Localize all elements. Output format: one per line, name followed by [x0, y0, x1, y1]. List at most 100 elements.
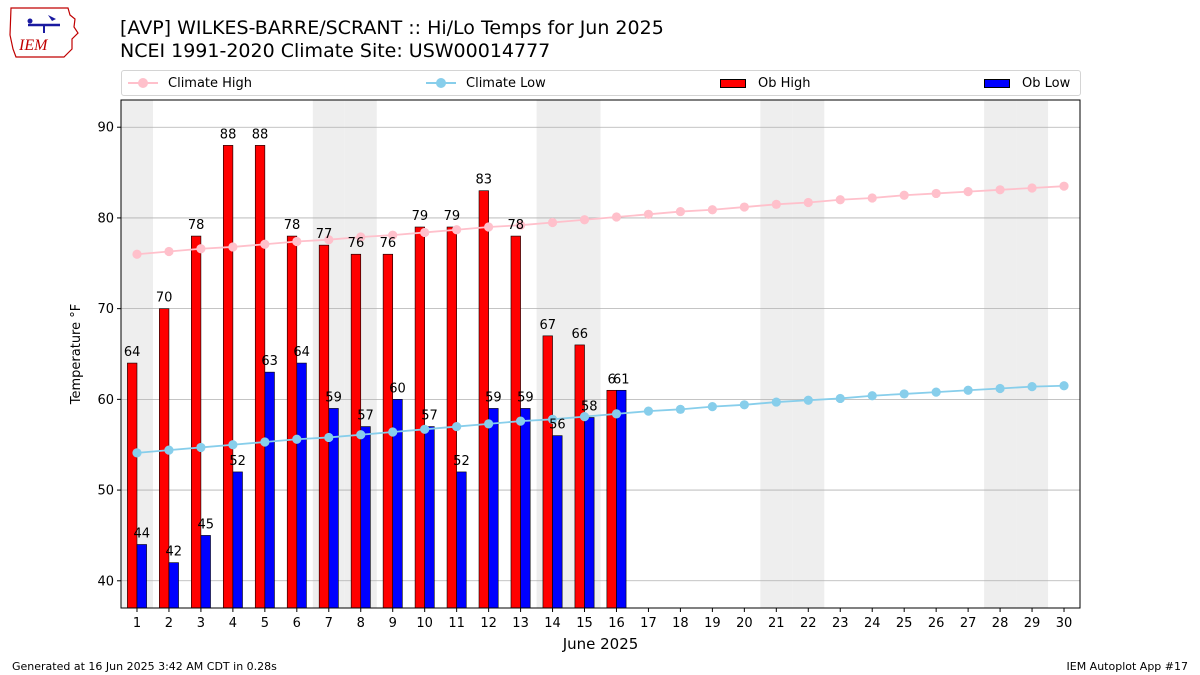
ob-high-label-2: 70 [156, 291, 173, 306]
legend-label-ob-low: Ob Low [1022, 75, 1071, 91]
climate-low-point-28 [995, 383, 1005, 394]
x-tick-label-7: 7 [325, 616, 333, 631]
x-tick-label-21: 21 [768, 616, 785, 631]
legend-item-climate-low: Climate Low [426, 71, 546, 95]
legend-patch-ob-low [984, 78, 1010, 88]
ob-high-label-3: 78 [188, 218, 205, 233]
climate-high-point-23 [835, 195, 845, 205]
climate-high-point-21 [771, 199, 781, 209]
climate-low-point-21 [771, 397, 781, 407]
climate-high-point-3 [196, 244, 206, 254]
weekend-band-29 [1016, 100, 1049, 608]
climate-high-point-29 [1027, 183, 1037, 193]
x-tick-label-25: 25 [896, 616, 913, 631]
climate-high-point-19 [707, 205, 717, 215]
climate-low-point-25 [899, 389, 909, 399]
weekend-band-28 [984, 100, 1017, 608]
legend-line-climate-low [426, 78, 456, 88]
climate-low-point-16 [611, 409, 622, 419]
x-tick-label-17: 17 [640, 616, 657, 631]
climate-low-point-13 [515, 416, 526, 426]
x-tick-label-19: 19 [704, 616, 721, 631]
x-tick-label-15: 15 [576, 616, 593, 631]
x-axis-label: June 2025 [562, 635, 639, 653]
climate-low-point-6 [292, 434, 302, 444]
ob-low-bar-11 [456, 471, 467, 609]
ob-low-label-8: 57 [357, 409, 374, 424]
legend-item-climate-high: Climate High [128, 71, 252, 95]
ob-high-label-4: 88 [220, 127, 237, 142]
climate-high-point-20 [739, 202, 749, 212]
bars [127, 145, 627, 609]
legend-item-ob-high: Ob High [720, 71, 811, 95]
sensor-shape [27, 18, 33, 24]
cup-shape [48, 15, 56, 21]
climate-low-point-10 [420, 424, 430, 434]
climate-low-point-9 [388, 427, 398, 437]
x-tick-label-11: 11 [448, 616, 465, 631]
x-tick-label-5: 5 [261, 616, 269, 631]
ob-high-bar-11 [446, 226, 457, 609]
climate-high-point-11 [452, 225, 462, 235]
ob-high-bar-1 [127, 362, 138, 609]
x-tick-label-22: 22 [800, 616, 817, 631]
ob-low-bar-12 [488, 408, 499, 609]
ob-high-label-1: 64 [124, 345, 141, 360]
climate-lines [132, 181, 1069, 458]
ob-high-label-14: 67 [539, 318, 556, 333]
x-tick-label-8: 8 [357, 616, 365, 631]
x-tick-label-2: 2 [165, 616, 173, 631]
ob-low-label-14: 56 [549, 418, 566, 433]
climate-high-point-4 [228, 242, 238, 252]
legend: Climate High Climate Low Ob High Ob Low [121, 70, 1081, 96]
climate-low-point-23 [835, 393, 845, 404]
ob-high-bar-3 [191, 235, 202, 609]
x-tick-label-9: 9 [389, 616, 397, 631]
climate-high-point-25 [899, 190, 909, 200]
x-tick-label-3: 3 [197, 616, 205, 631]
x-tick-label-6: 6 [293, 616, 301, 631]
climate-high-line [136, 185, 1065, 256]
ob-high-bar-5 [254, 145, 266, 609]
climate-low-point-30 [1059, 381, 1069, 391]
ob-low-bar-5 [264, 371, 275, 609]
ob-low-bar-13 [520, 408, 531, 609]
ob-high-bar-4 [222, 145, 234, 609]
ob-high-label-6: 78 [284, 218, 301, 233]
ob-low-bar-8 [360, 426, 371, 609]
ob-low-label-4: 52 [229, 454, 246, 469]
climate-high-point-7 [324, 235, 334, 245]
y-axis-label: Temperature °F [69, 304, 84, 405]
ob-low-label-6: 64 [293, 345, 310, 360]
climate-high-point-17 [643, 209, 654, 219]
weekend-band-21 [760, 100, 793, 608]
climate-low-point-7 [324, 432, 334, 443]
ob-low-bar-15 [584, 417, 595, 609]
climate-low-point-20 [739, 400, 749, 410]
climate-low-point-18 [675, 404, 686, 414]
climate-high-point-16 [611, 212, 622, 222]
climate-high-point-2 [164, 246, 174, 257]
x-tick-label-16: 16 [608, 616, 625, 631]
chart-subtitle: NCEI 1991-2020 Climate Site: USW00014777 [120, 40, 551, 62]
ob-low-label-5: 63 [261, 354, 278, 369]
climate-low-point-26 [931, 387, 941, 397]
ob-low-bar-3 [200, 535, 211, 609]
climate-high-point-27 [963, 187, 973, 197]
ob-low-bar-6 [296, 362, 307, 609]
ob-high-label-7: 77 [316, 227, 333, 242]
climate-high-point-24 [867, 193, 877, 203]
ob-high-label-16: 6 [608, 372, 616, 387]
x-tick-label-28: 28 [992, 616, 1009, 631]
state-outline-shape [9, 7, 79, 58]
y-tick-label-40: 40 [97, 574, 114, 589]
x-tick-label-10: 10 [416, 616, 433, 631]
ob-low-label-7: 59 [325, 390, 342, 405]
chart-title: [AVP] WILKES-BARRE/SCRANT :: Hi/Lo Temps… [120, 17, 664, 39]
footer-app-text: IEM Autoplot App #17 [1066, 660, 1189, 673]
climate-high-point-18 [675, 206, 686, 217]
weekend-band-22 [792, 100, 825, 608]
